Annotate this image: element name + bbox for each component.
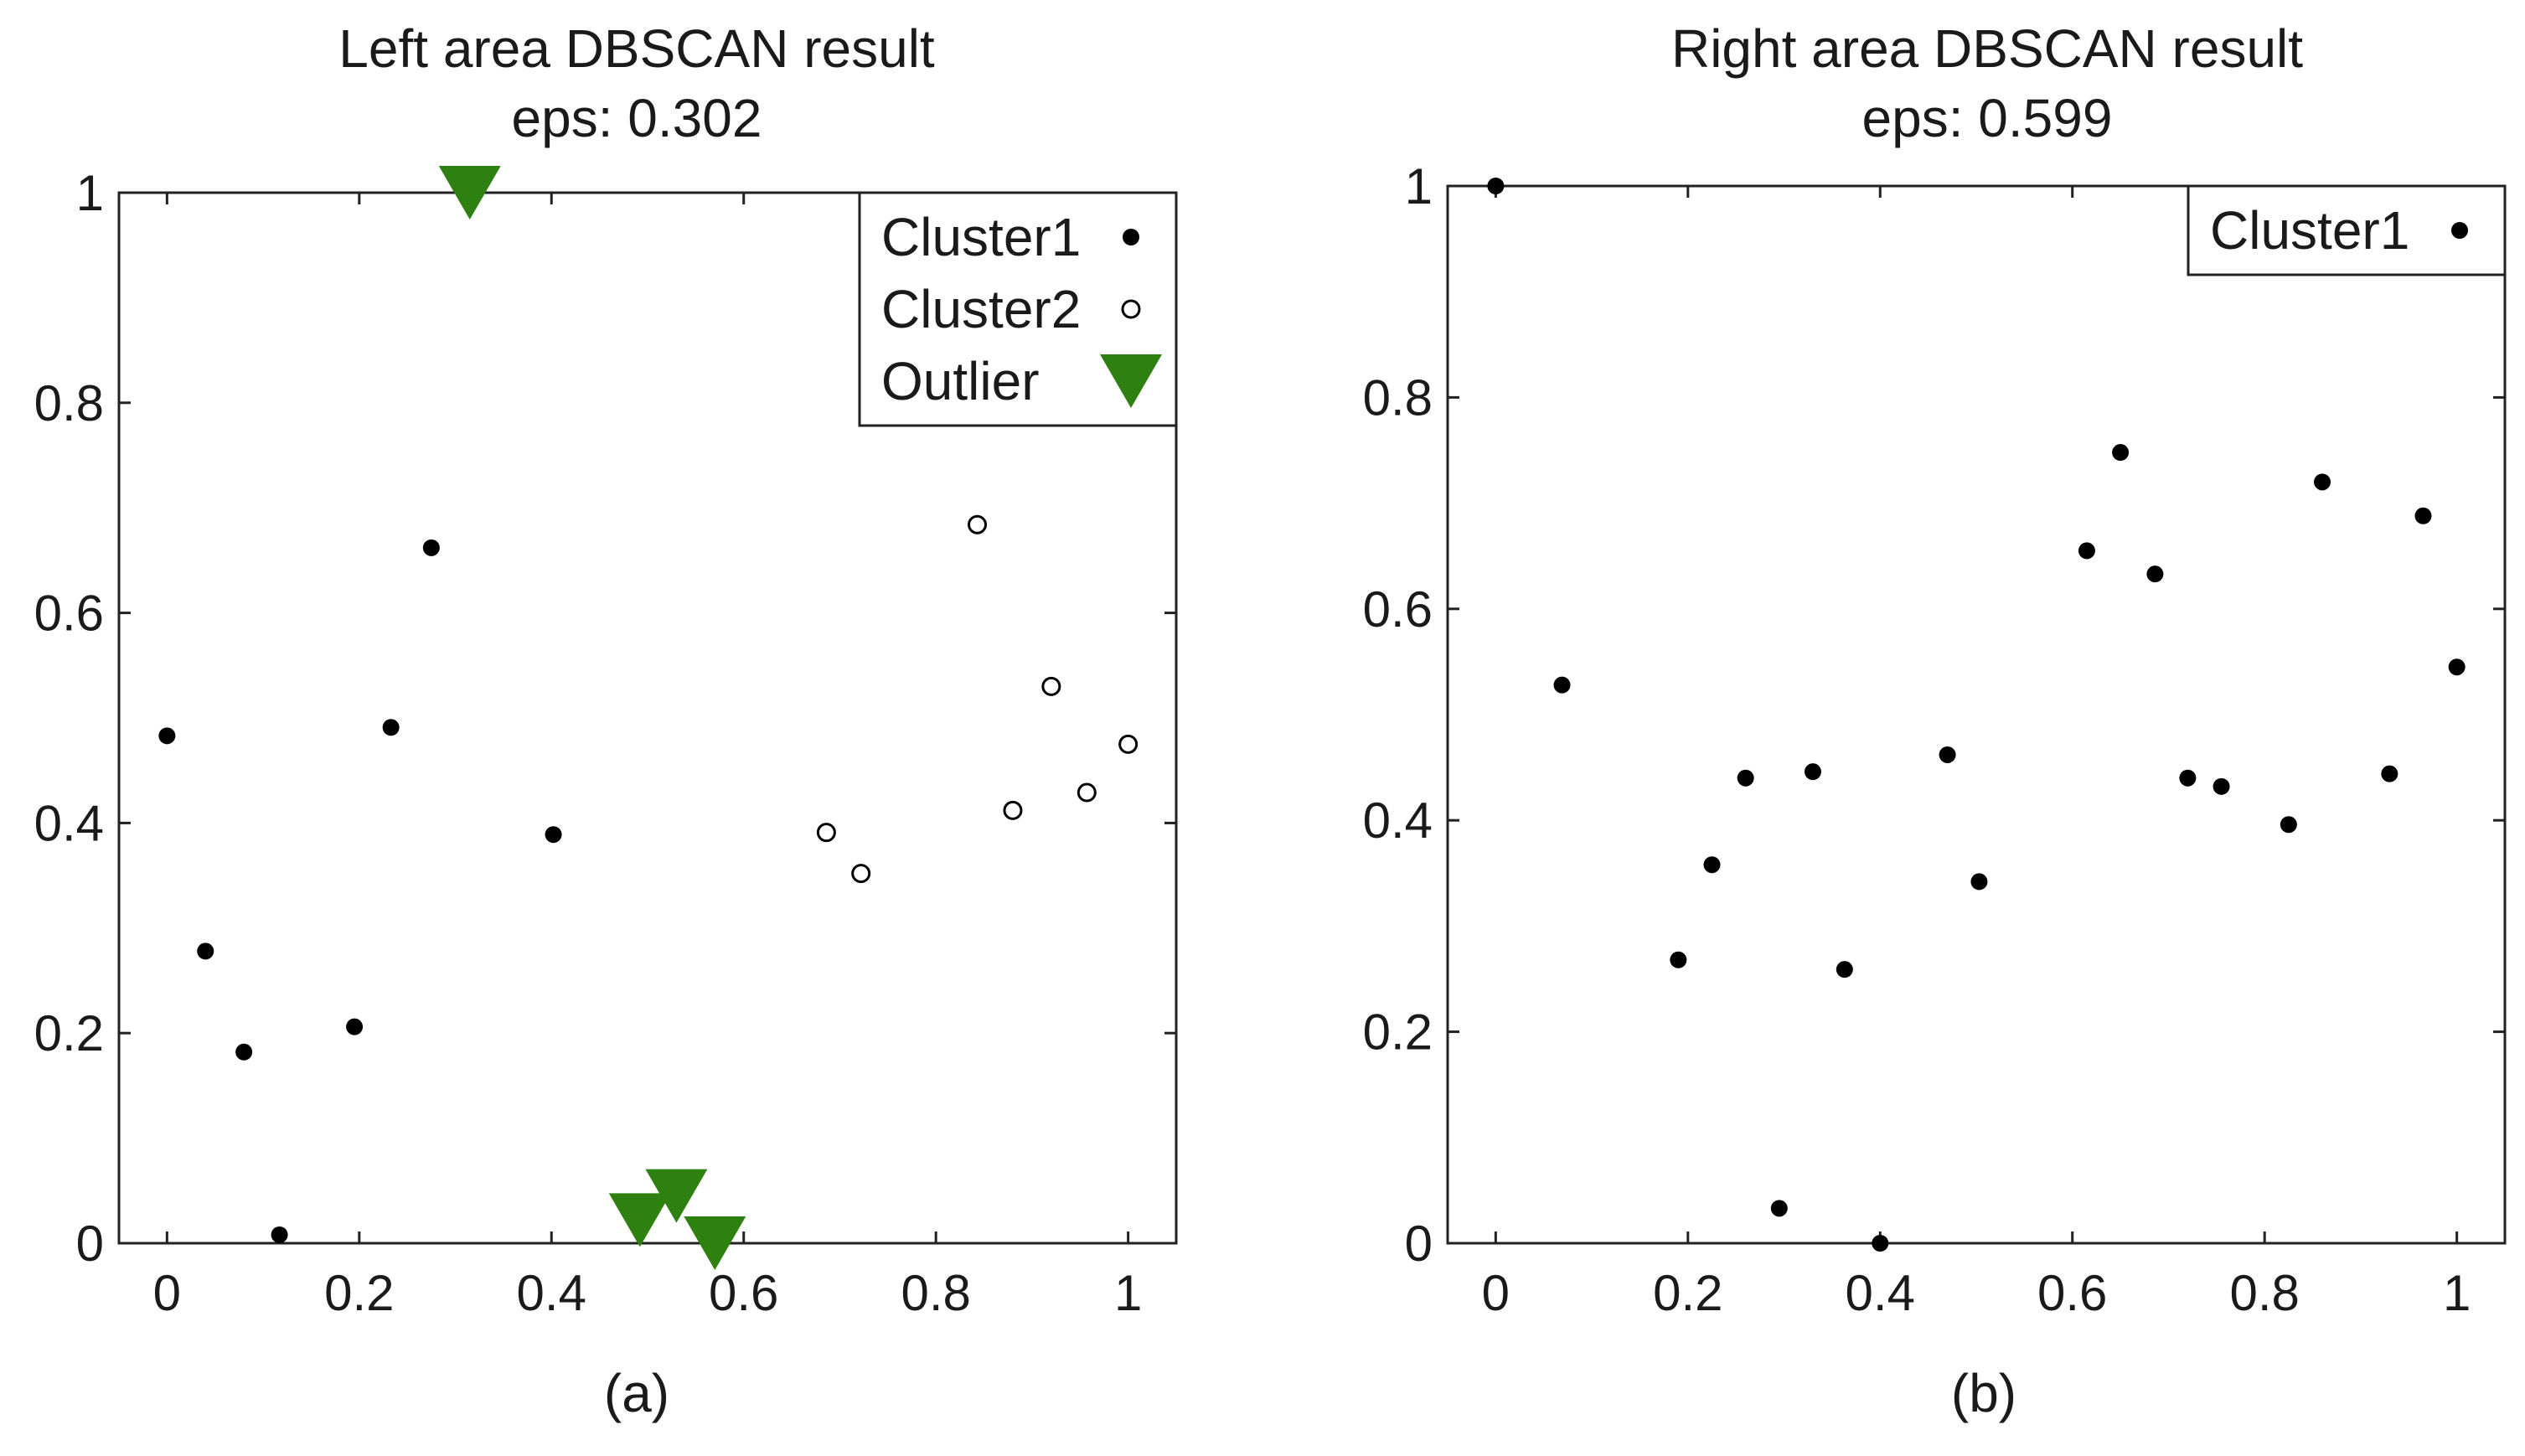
cluster1-point [2314,473,2331,491]
x-tick-label: 0.8 [901,1265,970,1321]
plot-area [117,191,1178,1245]
cluster1-point [1872,1235,1889,1252]
cluster2-point [1003,800,1023,820]
cluster1-point [2280,816,2297,834]
x-tick-label: 0.2 [1653,1265,1722,1321]
x-tick-label: 0.8 [2229,1265,2299,1321]
x-tick-label: 0.4 [517,1265,586,1321]
x-tick-label: 0 [1482,1265,1510,1321]
outlier-point [608,1193,671,1247]
panel-left: Left area DBSCAN result eps: 0.302 (a) 0… [34,18,1178,1423]
cluster1-point [1836,961,1853,978]
cluster1-point [271,1226,288,1243]
cluster1-point [2448,658,2466,676]
legend-label: Cluster2 [881,279,1081,339]
x-tick-label: 0.4 [1846,1265,1915,1321]
cluster1-point [2381,765,2398,782]
y-tick-label: 1 [1405,158,1433,214]
cluster1-point [197,942,214,960]
cluster1-point [1703,856,1721,874]
y-tick-label: 1 [76,165,104,221]
panel-caption: (a) [604,1363,669,1423]
outlier-point [684,1216,746,1270]
x-tick-label: 0.6 [709,1265,778,1321]
cluster2-point [1077,782,1097,803]
cluster1-point [1970,873,1988,891]
x-tick-label: 0.6 [2037,1265,2107,1321]
cluster1-point [2078,542,2095,560]
y-tick-label: 0.8 [1363,369,1433,426]
panel-caption: (b) [1951,1363,2016,1423]
cluster1-point [422,539,440,556]
panel-right: Right area DBSCAN result eps: 0.599 (b) … [1363,18,2507,1423]
cluster2-point [968,514,988,534]
y-tick-label: 0 [1405,1216,1433,1272]
cluster1-point [545,826,562,844]
legend-marker [1123,229,1139,245]
chart-title-line2: eps: 0.302 [512,88,762,148]
y-tick-label: 0.6 [34,586,104,642]
chart-title-line1: Right area DBSCAN result [1671,18,2303,79]
y-tick-label: 0.4 [34,795,104,851]
legend-label: Cluster1 [881,207,1081,267]
cluster1-point [1770,1200,1788,1217]
x-tick-label: 1 [2443,1265,2471,1321]
chart-title-line1: Left area DBSCAN result [338,18,935,79]
cluster1-point [1487,178,1505,194]
y-tick-label: 0.2 [34,1005,104,1061]
legend-marker [1121,299,1141,319]
outlier-point [438,166,501,219]
y-tick-label: 0 [76,1216,104,1272]
cluster1-point [235,1043,253,1061]
chart-title-line2: eps: 0.599 [1862,88,2113,148]
cluster1-point [1939,746,1956,763]
x-tick-label: 1 [1114,1265,1142,1321]
plot-area [1446,184,2507,1245]
cluster2-point [1118,734,1139,754]
cluster1-point [1804,763,1821,781]
cluster2-point [1041,676,1061,696]
cluster1-point [2414,507,2432,524]
x-tick-label: 0 [153,1265,181,1321]
cluster1-point [2112,444,2130,462]
cluster1-point [1737,769,1754,787]
cluster1-point [2179,769,2197,787]
legend-label: Outlier [881,351,1040,411]
cluster1-point [158,727,176,745]
y-tick-label: 0.2 [1363,1004,1433,1061]
cluster1-point [1553,676,1571,694]
cluster1-point [2213,777,2230,795]
legend-marker [1100,354,1162,408]
cluster1-point [2146,565,2164,583]
y-tick-label: 0.4 [1363,793,1433,849]
cluster1-point [346,1018,364,1035]
cluster1-point [1670,951,1687,968]
cluster1-point [382,719,400,736]
cluster2-point [816,823,836,843]
y-tick-label: 0.6 [1363,581,1433,638]
cluster2-point [851,864,871,884]
y-tick-label: 0.8 [34,375,104,431]
x-tick-label: 0.2 [324,1265,394,1321]
outlier-point [645,1169,708,1223]
legend-marker [2451,222,2468,239]
legend-label: Cluster1 [2210,200,2409,261]
